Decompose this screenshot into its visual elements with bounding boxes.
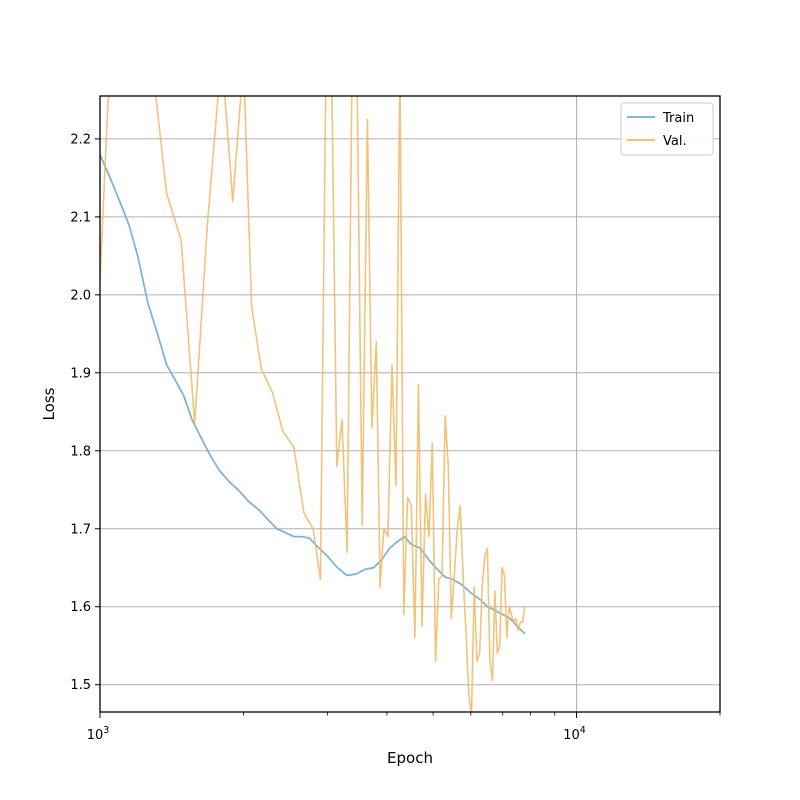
series-line-train [100,154,526,635]
y-axis-label: Loss [40,387,58,420]
x-tick-label: 104 [563,725,586,743]
plot-frame [99,95,721,713]
x-tick-label: 103 [87,725,110,743]
x-axis-ticks: 103 104 [87,712,721,743]
y-tick-label: 1.8 [70,444,91,459]
legend: Train Val. [620,102,714,156]
y-tick-label: 2.2 [70,132,91,147]
y-tick-label: 2.0 [70,288,91,303]
y-axis-ticks: 1.5 1.6 1.7 1.8 1.9 2.0 2.1 2.2 [70,132,100,693]
y-tick-label: 1.9 [70,366,91,381]
x-axis-label: Epoch [387,749,433,767]
legend-label: Train [662,111,694,126]
y-tick-label: 1.5 [70,678,91,693]
x-tick-base: 10 [563,728,580,743]
x-tick-base: 10 [87,728,104,743]
legend-box [620,102,714,156]
y-tick-label: 2.1 [70,210,91,225]
series-line-val [100,96,526,712]
x-tick-exponent: 3 [103,725,109,736]
y-tick-label: 1.6 [70,600,91,615]
plot-area [100,96,526,712]
x-tick-exponent: 4 [580,725,586,736]
y-tick-label: 1.7 [70,522,91,537]
legend-label: Val. [663,134,687,149]
